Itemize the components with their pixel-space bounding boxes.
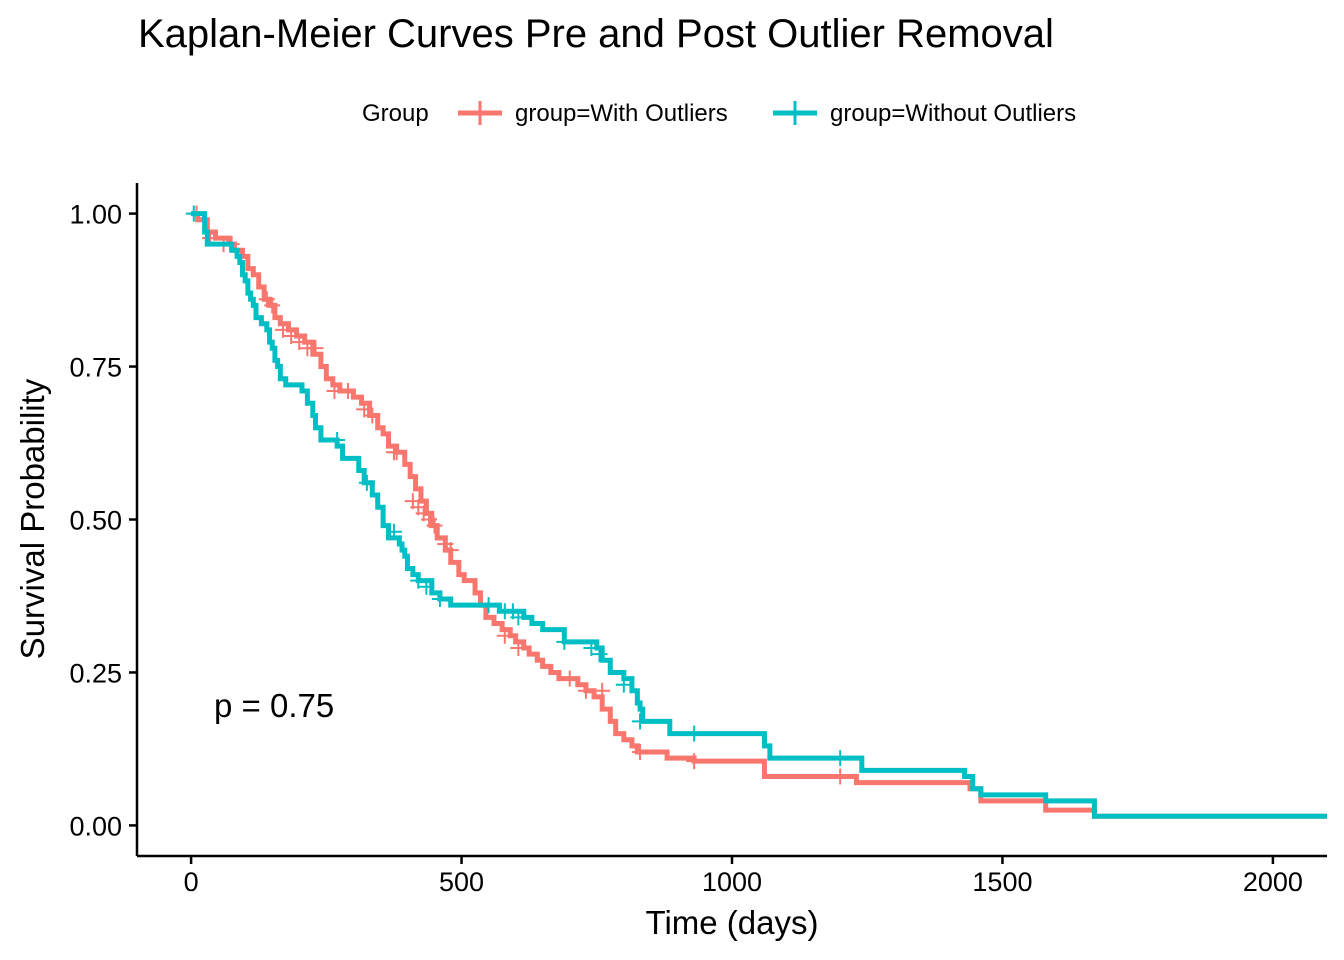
survival-curve [191, 211, 1327, 819]
censor-mark [583, 639, 600, 656]
censor-mark [832, 768, 849, 785]
censor-mark [283, 327, 300, 344]
legend-item-with-outliers: group=With Outliers [458, 100, 728, 127]
survival-curve [191, 211, 1327, 819]
censor-mark [339, 383, 356, 400]
legend-label: group=With Outliers [515, 100, 728, 127]
y-axis-title: Survival Probability [14, 378, 51, 659]
censor-mark [632, 713, 649, 730]
censor-mark [326, 383, 343, 400]
censor-mark [632, 743, 649, 760]
censor-mark [594, 682, 611, 699]
censor-mark [275, 321, 292, 338]
censor-mark [426, 517, 443, 534]
plot-area [185, 205, 1327, 819]
y-axis-ticks: 0.00 0.25 0.50 0.75 1.00 [69, 200, 137, 841]
chart-title: Kaplan-Meier Curves Pre and Post Outlier… [138, 12, 1054, 56]
censor-mark [356, 401, 373, 418]
censor-mark [496, 627, 513, 644]
censor-mark [480, 597, 497, 614]
x-tick-label: 1500 [972, 867, 1032, 897]
censor-mark [291, 334, 308, 351]
x-tick-label: 1000 [702, 867, 762, 897]
censor-mark [615, 676, 632, 693]
censor-mark [385, 523, 402, 540]
censor-mark [329, 431, 346, 448]
censor-mark [686, 725, 703, 742]
y-tick-label: 0.75 [69, 353, 122, 383]
x-tick-label: 500 [439, 867, 484, 897]
censor-mark [418, 578, 435, 595]
censor-mark [364, 407, 381, 424]
x-axis-title: Time (days) [646, 904, 819, 941]
censor-mark [307, 340, 324, 357]
censor-mark [510, 609, 527, 626]
censor-mark [591, 646, 608, 663]
censor-mark [264, 297, 281, 314]
y-tick-label: 1.00 [69, 200, 122, 230]
legend-title: Group [362, 100, 429, 127]
censor-mark [561, 670, 578, 687]
censor-mark [577, 682, 594, 699]
censor-mark [185, 205, 202, 222]
x-axis-ticks: 0 500 1000 1500 2000 [184, 856, 1303, 897]
y-tick-label: 0.00 [69, 811, 122, 841]
p-value-annotation: p = 0.75 [214, 687, 334, 724]
legend: Group group=With Outliers group=Without … [362, 100, 1076, 127]
censor-mark [388, 444, 405, 461]
censor-mark [358, 474, 375, 491]
censor-mark [832, 750, 849, 767]
y-tick-label: 0.50 [69, 506, 122, 536]
censor-mark [431, 591, 448, 608]
censor-mark [686, 753, 703, 770]
y-tick-label: 0.25 [69, 658, 122, 688]
legend-label: group=Without Outliers [830, 100, 1076, 127]
censor-mark [410, 572, 427, 589]
censor-mark [510, 639, 527, 656]
x-tick-label: 0 [184, 867, 199, 897]
censor-mark [556, 633, 573, 650]
x-tick-label: 2000 [1243, 867, 1303, 897]
censor-mark [442, 542, 459, 559]
legend-item-without-outliers: group=Without Outliers [773, 100, 1076, 127]
